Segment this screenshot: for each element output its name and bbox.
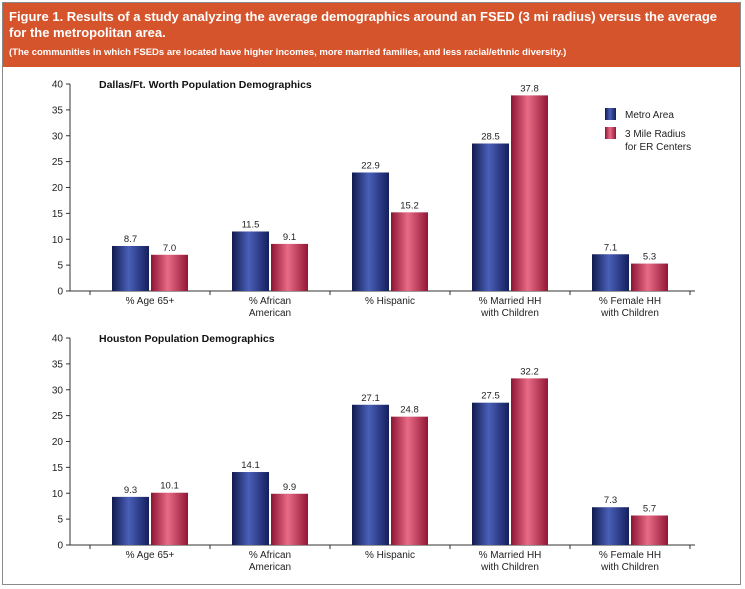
y-tick-label: 40 bbox=[52, 80, 64, 91]
data-label: 9.1 bbox=[283, 232, 296, 243]
y-tick-label: 30 bbox=[52, 131, 64, 142]
y-tick-label: 10 bbox=[52, 489, 64, 500]
bar-er-centers bbox=[151, 254, 188, 291]
bar-metro-area bbox=[592, 254, 629, 291]
category-label: American bbox=[249, 562, 291, 573]
category-label: % Married HH bbox=[479, 550, 542, 561]
bar-er-centers bbox=[391, 416, 428, 545]
data-label: 27.5 bbox=[481, 391, 500, 402]
data-label: 5.7 bbox=[643, 504, 656, 515]
y-tick-label: 20 bbox=[52, 183, 64, 194]
y-tick-label: 0 bbox=[57, 287, 63, 298]
legend-label: for ER Centers bbox=[625, 142, 691, 153]
legend-swatch-metro-area bbox=[605, 108, 616, 120]
y-tick-label: 30 bbox=[52, 385, 64, 396]
chart-1: 0 5 10 15 20 25 30 35 40 Dallas/Ft. Worth Populat… bbox=[52, 79, 695, 319]
category-label: % Hispanic bbox=[365, 296, 415, 307]
category-label: % Female HH bbox=[599, 550, 661, 561]
figure-header: Figure 1. Results of a study analyzing t… bbox=[3, 3, 740, 67]
y-tick-label: 10 bbox=[52, 235, 64, 246]
y-tick-label: 15 bbox=[52, 209, 64, 220]
category-label: with Children bbox=[600, 308, 659, 319]
category-label: % African bbox=[249, 550, 291, 561]
bar-metro-area bbox=[232, 472, 269, 545]
bar-metro-area bbox=[352, 404, 389, 545]
bar-metro-area bbox=[352, 172, 389, 291]
bar-er-centers bbox=[391, 212, 428, 291]
data-label: 37.8 bbox=[520, 83, 539, 94]
data-label: 10.1 bbox=[160, 481, 179, 492]
category-label: % African bbox=[249, 296, 291, 307]
y-tick-label: 5 bbox=[57, 261, 63, 272]
chart-title: Houston Population Demographics bbox=[99, 333, 275, 345]
data-label: 7.3 bbox=[604, 495, 617, 506]
bar-metro-area bbox=[112, 496, 149, 545]
bar-er-centers bbox=[511, 378, 548, 545]
data-label: 9.9 bbox=[283, 482, 296, 493]
category-label: American bbox=[249, 308, 291, 319]
bar-er-centers bbox=[631, 263, 668, 291]
bar-er-centers bbox=[271, 493, 308, 545]
y-tick-label: 25 bbox=[52, 411, 64, 422]
data-label: 24.8 bbox=[400, 405, 419, 416]
data-label: 32.2 bbox=[520, 366, 539, 377]
figure-title: Figure 1. Results of a study analyzing t… bbox=[9, 9, 717, 40]
chart-title: Dallas/Ft. Worth Population Demographics bbox=[99, 79, 312, 91]
bar-metro-area bbox=[232, 231, 269, 291]
y-tick-label: 20 bbox=[52, 437, 64, 448]
category-label: % Hispanic bbox=[365, 550, 415, 561]
data-label: 9.3 bbox=[124, 485, 137, 496]
y-tick-label: 5 bbox=[57, 515, 63, 526]
data-label: 15.2 bbox=[400, 200, 419, 211]
data-label: 7.1 bbox=[604, 242, 617, 253]
category-label: with Children bbox=[480, 562, 539, 573]
bar-metro-area bbox=[472, 143, 509, 291]
legend-swatch-er-centers bbox=[605, 127, 616, 139]
category-label: % Age 65+ bbox=[126, 550, 175, 561]
bar-metro-area bbox=[472, 402, 509, 545]
figure-subtitle: (The communities in which FSEDs are loca… bbox=[9, 47, 567, 58]
chart-2: 0 5 10 15 20 25 30 35 40 Houston Population Demog… bbox=[52, 333, 695, 573]
chart-legend: Metro Area 3 Mile Radius for ER Centers bbox=[605, 108, 691, 153]
bar-metro-area bbox=[592, 507, 629, 545]
data-label: 28.5 bbox=[481, 132, 500, 143]
category-label: with Children bbox=[480, 308, 539, 319]
data-label: 27.1 bbox=[361, 393, 380, 404]
y-tick-label: 35 bbox=[52, 105, 64, 116]
category-label: % Age 65+ bbox=[126, 296, 175, 307]
bar-er-centers bbox=[271, 243, 308, 291]
legend-label: 3 Mile Radius bbox=[625, 129, 686, 140]
data-label: 8.7 bbox=[124, 234, 137, 245]
data-label: 14.1 bbox=[241, 460, 260, 471]
category-label: % Female HH bbox=[599, 296, 661, 307]
y-tick-label: 40 bbox=[52, 334, 64, 345]
y-tick-label: 15 bbox=[52, 463, 64, 474]
data-label: 7.0 bbox=[163, 243, 176, 254]
bar-er-centers bbox=[631, 515, 668, 545]
data-label: 5.3 bbox=[643, 252, 656, 263]
data-label: 22.9 bbox=[361, 160, 380, 171]
bar-er-centers bbox=[151, 492, 188, 545]
category-label: with Children bbox=[600, 562, 659, 573]
bar-er-centers bbox=[511, 95, 548, 291]
data-label: 11.5 bbox=[242, 219, 260, 230]
y-tick-label: 25 bbox=[52, 157, 64, 168]
category-label: % Married HH bbox=[479, 296, 542, 307]
y-tick-label: 35 bbox=[52, 359, 64, 370]
legend-label: Metro Area bbox=[625, 110, 674, 121]
bar-metro-area bbox=[112, 245, 149, 291]
y-tick-label: 0 bbox=[57, 541, 63, 552]
